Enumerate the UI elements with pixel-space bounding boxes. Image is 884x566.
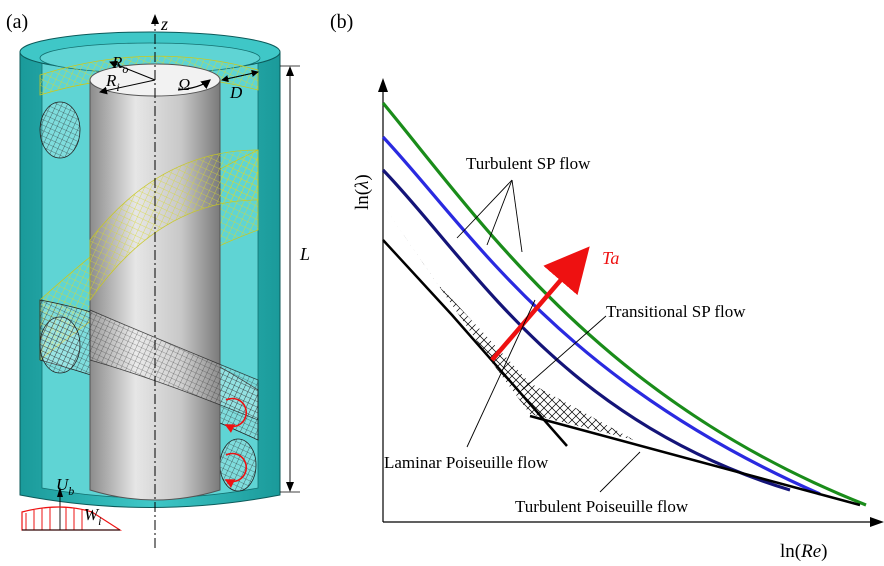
helix-front bbox=[89, 149, 259, 421]
gap-marker: D bbox=[221, 69, 259, 102]
annotation-turbulent-sp: Turbulent SP flow bbox=[466, 154, 591, 173]
curve-turbulent-poiseuille bbox=[529, 414, 861, 507]
velocity-profile: Ub Wi bbox=[21, 475, 123, 531]
annotation-turbulent-poiseuille: Turbulent Poiseuille flow bbox=[515, 497, 689, 516]
curve-blue bbox=[381, 135, 821, 496]
ri-label: Ri bbox=[105, 71, 120, 94]
ro-label: Ro bbox=[111, 53, 128, 76]
transitional-hatch bbox=[383, 205, 634, 440]
z-axis: z bbox=[151, 14, 168, 548]
panel-b: (b) ln(λ) ln(Re) Ta bbox=[330, 11, 884, 562]
omega-marker: Ω bbox=[177, 75, 211, 94]
y-axis-arrow bbox=[378, 78, 388, 92]
l-label: L bbox=[299, 244, 310, 264]
ta-arrow bbox=[490, 246, 590, 362]
axes bbox=[378, 78, 884, 527]
x-axis-arrow bbox=[870, 517, 884, 527]
swirl-markers bbox=[224, 397, 248, 488]
radius-markers: Ro Ri bbox=[99, 53, 156, 95]
wi-label: Wi bbox=[84, 505, 102, 528]
panel-a-label: (a) bbox=[6, 11, 28, 33]
x-axis-label: ln(Re) bbox=[780, 541, 827, 562]
panel-b-label: (b) bbox=[330, 11, 353, 33]
leader-lines bbox=[456, 179, 641, 493]
curve-green bbox=[381, 101, 867, 507]
curve-navy bbox=[381, 168, 791, 492]
omega-label: Ω bbox=[178, 75, 190, 94]
ub-label: Ub bbox=[56, 475, 74, 498]
d-label: D bbox=[229, 83, 243, 102]
ta-label: Ta bbox=[602, 248, 619, 268]
panel-a: (a) bbox=[6, 11, 310, 548]
length-marker: L bbox=[280, 65, 310, 493]
z-label: z bbox=[160, 14, 168, 34]
annotation-laminar: Laminar Poiseuille flow bbox=[384, 453, 549, 472]
curve-laminar bbox=[382, 239, 568, 447]
annotation-transitional-sp: Transitional SP flow bbox=[606, 302, 746, 321]
y-axis-label: ln(λ) bbox=[352, 174, 373, 210]
